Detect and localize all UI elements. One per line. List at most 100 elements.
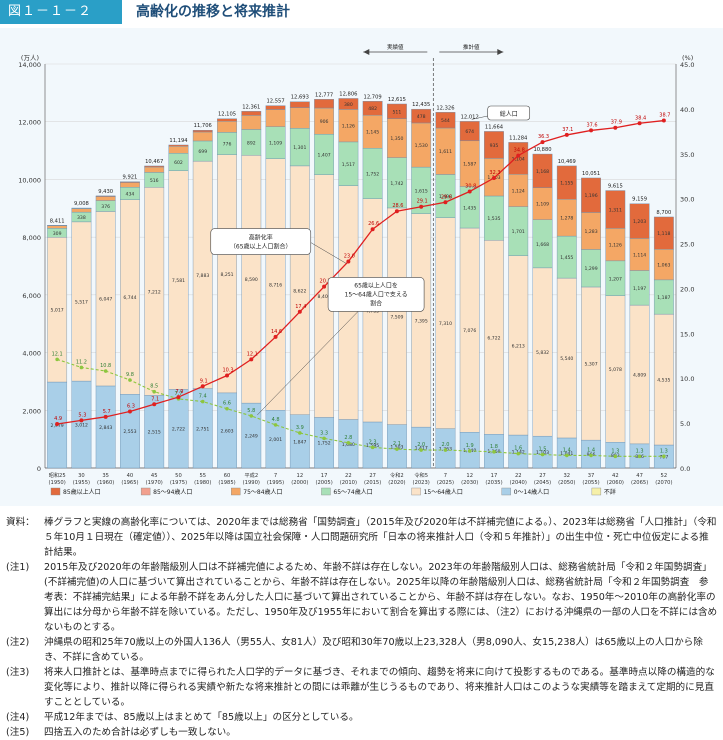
aging-rate-label: 4.9 bbox=[54, 416, 62, 422]
support-ratio-point bbox=[128, 378, 132, 382]
total-label: 12,105 bbox=[218, 112, 236, 118]
bar-segment bbox=[217, 121, 237, 133]
support-ratio-point bbox=[516, 451, 521, 456]
x-tick-label: 7 bbox=[444, 473, 447, 479]
total-label: 8,411 bbox=[50, 218, 65, 224]
total-label: 12,693 bbox=[291, 95, 309, 101]
x-tick-label: 平成2 bbox=[244, 471, 258, 479]
legend-swatch bbox=[231, 487, 241, 496]
bar-segment bbox=[411, 108, 432, 124]
segment-label: 1,530 bbox=[415, 143, 428, 149]
aging-rate-point bbox=[613, 125, 618, 130]
aging-rate-point bbox=[103, 414, 108, 419]
segment-label: 7,883 bbox=[196, 273, 209, 279]
x-tick-year: (1990) bbox=[243, 480, 260, 486]
support-ratio-label: 5.8 bbox=[247, 408, 255, 414]
segment-label: 5,017 bbox=[51, 308, 64, 314]
segment-label: 5,832 bbox=[536, 350, 549, 356]
legend-swatch bbox=[50, 487, 61, 496]
aging-rate-label: 28.6 bbox=[392, 203, 403, 209]
left-axis-tick: 6,000 bbox=[22, 292, 41, 300]
total-label: 9,921 bbox=[123, 175, 138, 181]
note-label: (注3) bbox=[6, 667, 30, 678]
total-label: 10,051 bbox=[582, 171, 600, 177]
segment-label: 8,590 bbox=[245, 277, 258, 283]
segment-label: 1,615 bbox=[415, 188, 428, 194]
total-label: 12,615 bbox=[388, 97, 406, 103]
x-tick-year: (1985) bbox=[218, 480, 235, 486]
support-ratio-point bbox=[540, 452, 545, 457]
aging-rate-label: 32.3 bbox=[489, 170, 500, 176]
right-axis-tick: 15.0 bbox=[680, 330, 694, 338]
segment-label: 7,395 bbox=[415, 318, 428, 324]
x-tick-year: (2060) bbox=[607, 480, 624, 486]
figure-number: 図１－１－２ bbox=[0, 0, 122, 24]
segment-label: 1,535 bbox=[487, 216, 500, 222]
x-tick-label: 60 bbox=[224, 473, 231, 479]
support-ratio-point bbox=[492, 450, 496, 454]
aging-rate-point bbox=[346, 259, 351, 264]
aging-rate-label: 23.0 bbox=[344, 254, 355, 260]
segment-label: 7,212 bbox=[148, 289, 161, 295]
note-text: 四捨五入のため合計は必ずしも一致しない。 bbox=[44, 727, 236, 738]
support-ratio-point bbox=[200, 399, 205, 404]
x-tick-label: 17 bbox=[321, 473, 328, 479]
x-tick-year: (2045) bbox=[534, 480, 551, 486]
support-ratio-point bbox=[225, 406, 229, 411]
x-tick-year: (2030) bbox=[461, 480, 478, 486]
right-axis-tick: 45.0 bbox=[680, 61, 694, 69]
total-callout-pointer bbox=[471, 115, 488, 120]
aging-rate-point bbox=[176, 395, 181, 400]
segment-label: 1,435 bbox=[463, 205, 476, 211]
legend-swatch bbox=[501, 487, 511, 496]
total-label: 11,664 bbox=[485, 124, 504, 130]
x-tick-label: 令和5 bbox=[414, 471, 428, 479]
aging-rate-label: 7.1 bbox=[151, 396, 159, 402]
bar-segment bbox=[289, 101, 310, 108]
support-ratio-point bbox=[152, 389, 157, 394]
left-axis-tick: 10,000 bbox=[18, 176, 41, 184]
total-label: 9,159 bbox=[632, 197, 647, 203]
segment-label: 1,109 bbox=[269, 141, 282, 147]
support-ratio-point bbox=[589, 453, 593, 458]
segment-label: 2,001 bbox=[269, 437, 282, 443]
x-tick-year: (2023) bbox=[413, 480, 430, 486]
aging-rate-label: 17.4 bbox=[295, 304, 306, 310]
segment-label: 516 bbox=[150, 178, 159, 184]
bar-segment bbox=[362, 101, 383, 116]
support-ratio-label: 7.4 bbox=[199, 394, 207, 400]
bar-segment bbox=[508, 142, 529, 175]
legend-label: 75～84歳人口 bbox=[243, 488, 282, 496]
right-axis-tick: 30.0 bbox=[680, 196, 694, 204]
segment-label: 8,251 bbox=[220, 272, 233, 278]
aging-rate-point bbox=[516, 153, 521, 158]
bar-segment bbox=[386, 103, 407, 119]
legend-label: 65～74歳人口 bbox=[333, 488, 372, 496]
bar-segment bbox=[459, 121, 480, 142]
left-axis-tick: 4,000 bbox=[22, 350, 41, 358]
segment-label: 892 bbox=[247, 140, 256, 146]
total-label: 11,706 bbox=[194, 123, 212, 129]
segment-label: 1,311 bbox=[609, 207, 622, 213]
aging-rate-point bbox=[200, 384, 205, 389]
figure-title: 高齢化の推移と将来推計 bbox=[136, 4, 290, 20]
bar-segment bbox=[289, 107, 310, 129]
right-axis-tick: 20.0 bbox=[680, 285, 694, 293]
aging-rate-label: 12.1 bbox=[247, 351, 258, 357]
x-tick-year: (2025) bbox=[437, 480, 454, 486]
bar-segment bbox=[314, 99, 335, 109]
support-ratio-label: 9.8 bbox=[126, 372, 134, 378]
support-ratio-label: 1.3 bbox=[636, 448, 644, 454]
x-tick-label: 40 bbox=[127, 473, 134, 479]
segment-label: 1,611 bbox=[439, 149, 452, 155]
x-tick-label: 55 bbox=[199, 473, 206, 479]
segment-label: 1,299 bbox=[584, 266, 597, 272]
aging-rate-point bbox=[249, 357, 254, 362]
aging-rate-point bbox=[394, 209, 399, 214]
aging-rate-label: 29.1 bbox=[417, 199, 428, 205]
x-tick-year: (1970) bbox=[146, 480, 163, 486]
segment-label: 1,283 bbox=[584, 229, 597, 235]
support-callout-line3: 割合 bbox=[370, 299, 382, 307]
segment-label: 2,553 bbox=[123, 429, 136, 435]
total-label: 12,326 bbox=[436, 105, 454, 111]
